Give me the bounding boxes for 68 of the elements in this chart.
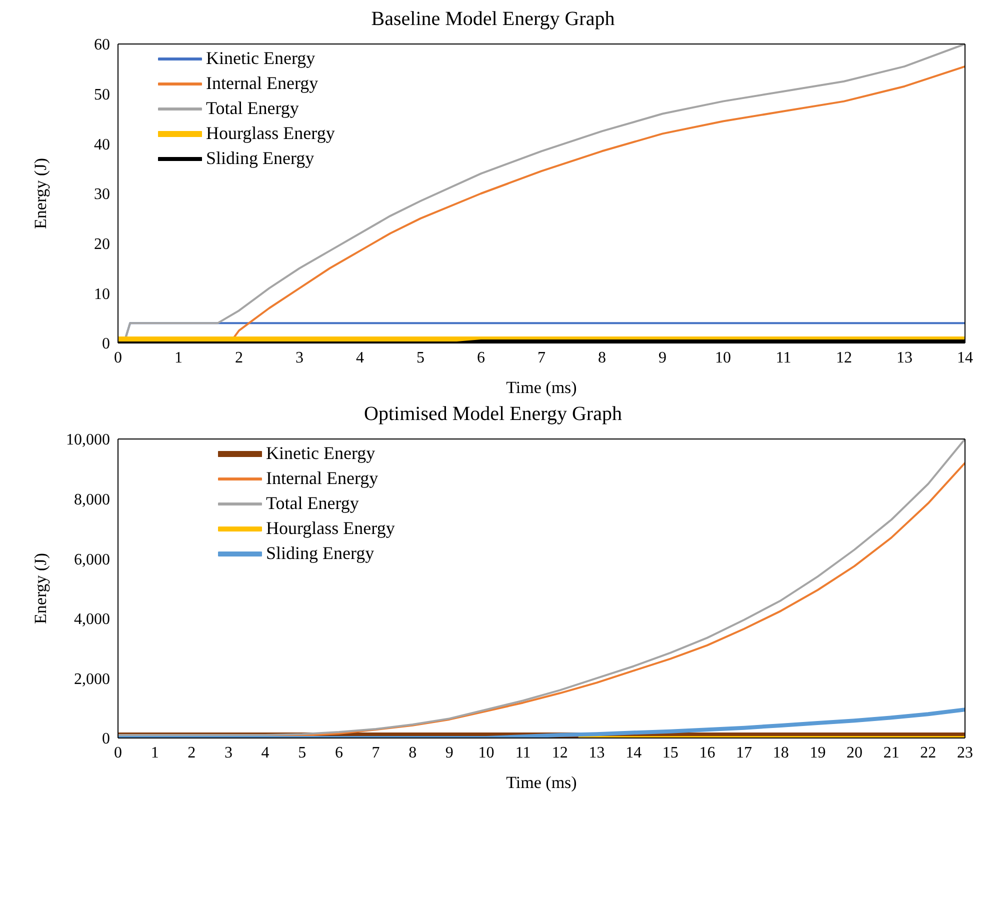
x-tick-label: 18: [772, 744, 789, 762]
x-tick-label: 1: [150, 744, 159, 762]
x-tick-label: 13: [588, 744, 605, 762]
y-tick-label: 2,000: [74, 670, 110, 688]
x-tick-label: 20: [846, 744, 863, 762]
legend-label: Sliding Energy: [266, 543, 374, 564]
y-tick-label: 60: [94, 36, 110, 54]
y-axis-title: Energy (J): [31, 553, 50, 624]
y-tick-label: 10,000: [66, 432, 110, 449]
x-tick-label: 9: [658, 349, 666, 366]
x-tick-label: 0: [114, 744, 122, 762]
x-tick-label: 8: [408, 744, 417, 762]
x-tick-label: 14: [626, 744, 642, 762]
y-tick-label: 50: [94, 86, 110, 104]
x-tick-label: 1: [174, 349, 182, 366]
y-tick-label: 10: [94, 286, 110, 303]
y-tick-label: 0: [102, 730, 110, 748]
x-tick-label: 15: [662, 744, 678, 762]
y-tick-label: 30: [94, 186, 110, 204]
x-tick-label: 3: [224, 744, 232, 762]
chart-title: Optimised Model Energy Graph: [363, 403, 623, 426]
x-tick-label: 12: [552, 744, 568, 762]
legend-label: Sliding Energy: [206, 148, 314, 169]
x-tick-label: 6: [477, 349, 485, 366]
x-tick-label: 7: [538, 349, 546, 366]
y-tick-label: 6,000: [74, 551, 110, 568]
legend-label: Total Energy: [206, 98, 299, 119]
x-tick-label: 11: [515, 744, 531, 762]
x-tick-label: 10: [715, 349, 731, 366]
x-axis-title: Time (ms): [506, 378, 577, 397]
x-tick-label: 9: [445, 744, 454, 762]
x-tick-label: 8: [598, 349, 606, 366]
y-tick-label: 20: [94, 236, 110, 254]
legend-label: Hourglass Energy: [206, 123, 335, 144]
legend-label: Kinetic Energy: [206, 48, 316, 69]
y-tick-label: 0: [102, 336, 110, 353]
x-tick-label: 0: [114, 349, 122, 366]
y-tick-label: 4,000: [74, 611, 110, 628]
y-tick-label: 8,000: [74, 491, 110, 508]
legend-label: Total Energy: [266, 493, 359, 514]
x-tick-label: 7: [372, 744, 380, 762]
x-tick-label: 6: [334, 744, 343, 762]
x-tick-label: 12: [836, 349, 852, 366]
x-tick-label: 10: [478, 744, 494, 762]
x-tick-label: 4: [356, 349, 364, 366]
chart-title: Baseline Model Energy Graph: [370, 8, 616, 31]
legend-label: Internal Energy: [266, 468, 378, 489]
y-tick-label: 40: [94, 136, 110, 154]
x-tick-label: 21: [883, 744, 900, 762]
x-tick-label: 14: [957, 349, 973, 366]
x-tick-label: 4: [261, 744, 270, 762]
x-tick-label: 13: [896, 349, 912, 366]
x-tick-label: 11: [776, 349, 792, 366]
x-tick-label: 2: [235, 349, 243, 366]
x-tick-label: 5: [298, 744, 306, 762]
x-tick-label: 17: [736, 744, 752, 762]
x-tick-label: 3: [296, 349, 304, 366]
x-tick-label: 23: [957, 744, 973, 762]
y-axis-title: Energy (J): [31, 158, 50, 229]
x-axis-title: Time (ms): [506, 773, 577, 792]
x-tick-label: 2: [188, 744, 196, 762]
x-tick-label: 16: [699, 744, 716, 762]
x-tick-label: 5: [416, 349, 424, 366]
x-tick-label: 19: [810, 744, 826, 762]
legend-label: Internal Energy: [206, 73, 318, 94]
legend-label: Kinetic Energy: [266, 443, 376, 464]
legend-label: Hourglass Energy: [266, 518, 395, 539]
x-tick-label: 22: [920, 744, 936, 762]
